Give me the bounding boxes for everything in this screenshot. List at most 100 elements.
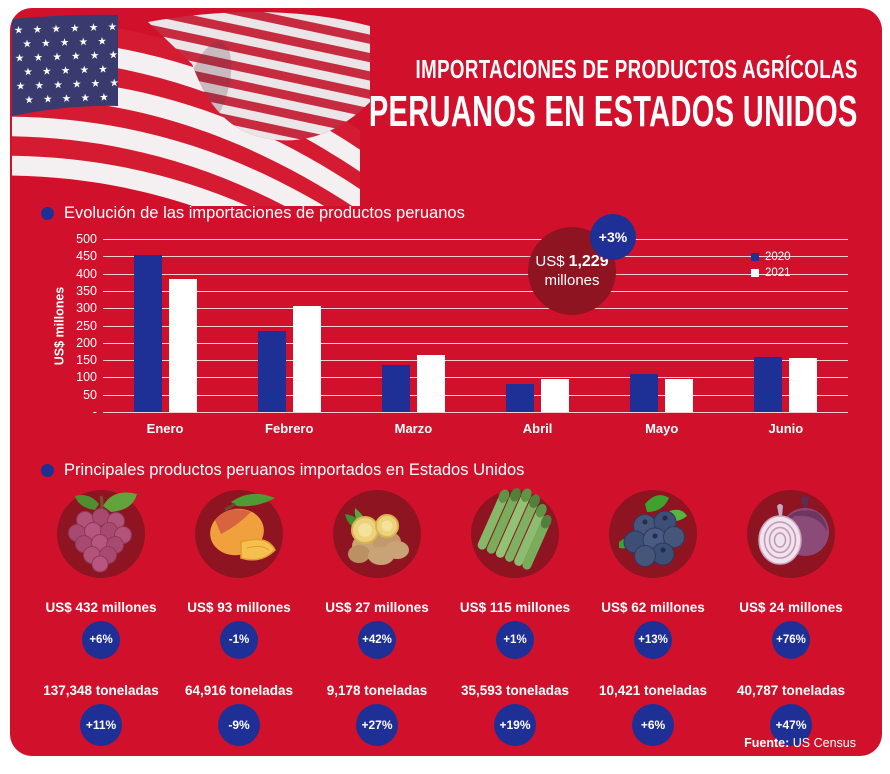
product-tons: 35,593 toneladas [460, 683, 570, 698]
onion-icon [758, 496, 829, 565]
product-jengibre: US$ 27 millones +42% 9,178 toneladas +27… [308, 490, 446, 746]
gridline [103, 377, 848, 379]
product-value-delta-badge: +42% [358, 621, 396, 659]
product-tons-delta-badge: +27% [356, 704, 398, 746]
legend-label: 2021 [765, 267, 791, 279]
ginger-icon [345, 508, 409, 565]
product-image-circle [333, 490, 421, 578]
product-value: US$ 27 millones [325, 600, 429, 615]
bar-2020-abril [506, 384, 535, 412]
product-mango: US$ 93 millones -1% 64,916 toneladas -9% [170, 490, 308, 746]
gridline [103, 394, 848, 396]
product-value: US$ 115 millones [459, 600, 571, 615]
bar-2020-enero [133, 254, 162, 412]
section-bullet-icon [41, 464, 54, 477]
bar-group-abril: Abril [506, 239, 570, 436]
gridline [103, 290, 848, 292]
source-credit: Fuente: US Census [744, 736, 856, 750]
bar-2021-febrero [292, 306, 321, 412]
product-tons: 9,178 toneladas [326, 683, 428, 698]
svg-text:★ ★ ★ ★ ★: ★ ★ ★ ★ ★ [24, 91, 112, 106]
total-delta-badge: +3% [590, 214, 636, 260]
evolution-section-header: Evolución de las importaciones de produc… [41, 204, 465, 223]
gridline [103, 412, 848, 413]
blueberries-icon [619, 495, 687, 567]
legend-item-2021: 2021 [751, 267, 791, 279]
legend-label: 2020 [765, 251, 791, 263]
product-value-delta-badge: +6% [82, 621, 120, 659]
page-title-line1: IMPORTACIONES DE PRODUCTOS AGRÍCOLAS [415, 54, 858, 84]
bar-group-mayo: Mayo [630, 239, 694, 436]
x-category-label: Enero [146, 421, 184, 436]
product-tons-delta-badge: -9% [218, 704, 260, 746]
product-tons-delta-badge: +19% [494, 704, 536, 746]
x-category-label: Abril [522, 421, 553, 436]
y-axis-ticks: 500 450 400 350 300 250 200 150 100 50 - [57, 232, 97, 419]
svg-text:★ ★ ★ ★ ★ ★: ★ ★ ★ ★ ★ ★ [14, 21, 121, 37]
legend-item-2020: 2020 [751, 251, 791, 263]
product-image-circle [471, 488, 559, 578]
bar-groups: Enero Febrero Marzo Abril Mayo Junio [103, 239, 848, 436]
mango-icon [210, 493, 276, 561]
product-tons-delta-badge: +6% [632, 704, 674, 746]
product-value-delta-badge: +76% [772, 621, 810, 659]
y-tick-label: 300 [76, 301, 97, 316]
header-titles: IMPORTACIONES DE PRODUCTOS AGRÍCOLAS PER… [117, 56, 858, 134]
y-tick-label: 150 [76, 353, 97, 368]
svg-text:★ ★ ★ ★ ★ ★: ★ ★ ★ ★ ★ ★ [15, 49, 122, 65]
product-image-circle [609, 490, 697, 578]
bar-2021-marzo [416, 354, 445, 412]
badge-currency: US$ [535, 252, 565, 270]
bar-2020-febrero [257, 330, 286, 412]
asparagus-icon [477, 488, 552, 570]
y-tick-label: 450 [76, 249, 97, 264]
page-title-line2: PERUANOS EN ESTADOS UNIDOS [369, 87, 858, 136]
product-image-circle [57, 490, 145, 578]
product-value-delta-badge: +13% [634, 621, 672, 659]
product-tons-delta-badge: +47% [770, 704, 812, 746]
product-tons: 64,916 toneladas [184, 683, 294, 698]
product-value: US$ 24 millones [739, 600, 843, 615]
source-value: US Census [792, 736, 856, 750]
bar-2021-abril [541, 379, 570, 412]
y-tick-label: 350 [76, 283, 97, 298]
infographic-card: ★ ★ ★ ★ ★ ★ ★ ★ ★ ★ ★ ★ ★ ★ ★ ★ ★ ★ ★ ★ … [10, 8, 882, 756]
gridline [103, 325, 848, 327]
bar-2020-marzo [381, 365, 410, 412]
y-tick-label: 200 [76, 335, 97, 350]
svg-text:★ ★ ★ ★ ★: ★ ★ ★ ★ ★ [22, 35, 110, 50]
products-row: US$ 432 millones +6% 137,348 toneladas +… [32, 488, 860, 746]
source-label: Fuente: [744, 736, 790, 750]
evolution-section-title: Evolución de las importaciones de produc… [64, 204, 465, 222]
gridline [103, 308, 848, 310]
bar-group-junio: Junio [754, 239, 818, 436]
badge-amount: 1,229 [568, 252, 609, 270]
y-tick-label: 100 [76, 370, 97, 385]
bar-group-marzo: Marzo [381, 239, 445, 436]
grapes-icon [68, 492, 137, 573]
bar-2020-junio [754, 356, 783, 412]
products-section-title: Principales productos peruanos importado… [64, 461, 525, 479]
product-value: US$ 62 millones [601, 600, 705, 615]
bar-chart-plot: Enero Febrero Marzo Abril Mayo Junio [103, 239, 848, 436]
y-tick-label: 50 [83, 387, 97, 402]
product-value-delta-badge: -1% [220, 621, 258, 659]
section-bullet-icon [41, 207, 54, 220]
bar-2021-enero [168, 278, 197, 412]
y-tick-label: 400 [76, 266, 97, 281]
gridline [103, 256, 848, 258]
bar-group-febrero: Febrero [257, 239, 321, 436]
product-value: US$ 432 millones [45, 600, 157, 615]
svg-text:★ ★ ★ ★ ★ ★: ★ ★ ★ ★ ★ ★ [16, 77, 123, 93]
product-tons: 137,348 toneladas [43, 683, 159, 698]
y-tick-label: 500 [76, 232, 97, 246]
product-tons-delta-badge: +11% [80, 704, 122, 746]
x-category-label: Febrero [265, 421, 314, 436]
bar-2021-mayo [665, 379, 694, 412]
bar-2020-mayo [630, 373, 659, 412]
legend-swatch [751, 269, 759, 277]
product-value-delta-badge: +1% [496, 621, 534, 659]
y-tick-label: 250 [76, 318, 97, 333]
product-cebolla: US$ 24 millones +76% 40,787 toneladas +4… [722, 490, 860, 746]
product-esparragos: US$ 115 millones +1% 35,593 toneladas +1… [446, 488, 584, 746]
